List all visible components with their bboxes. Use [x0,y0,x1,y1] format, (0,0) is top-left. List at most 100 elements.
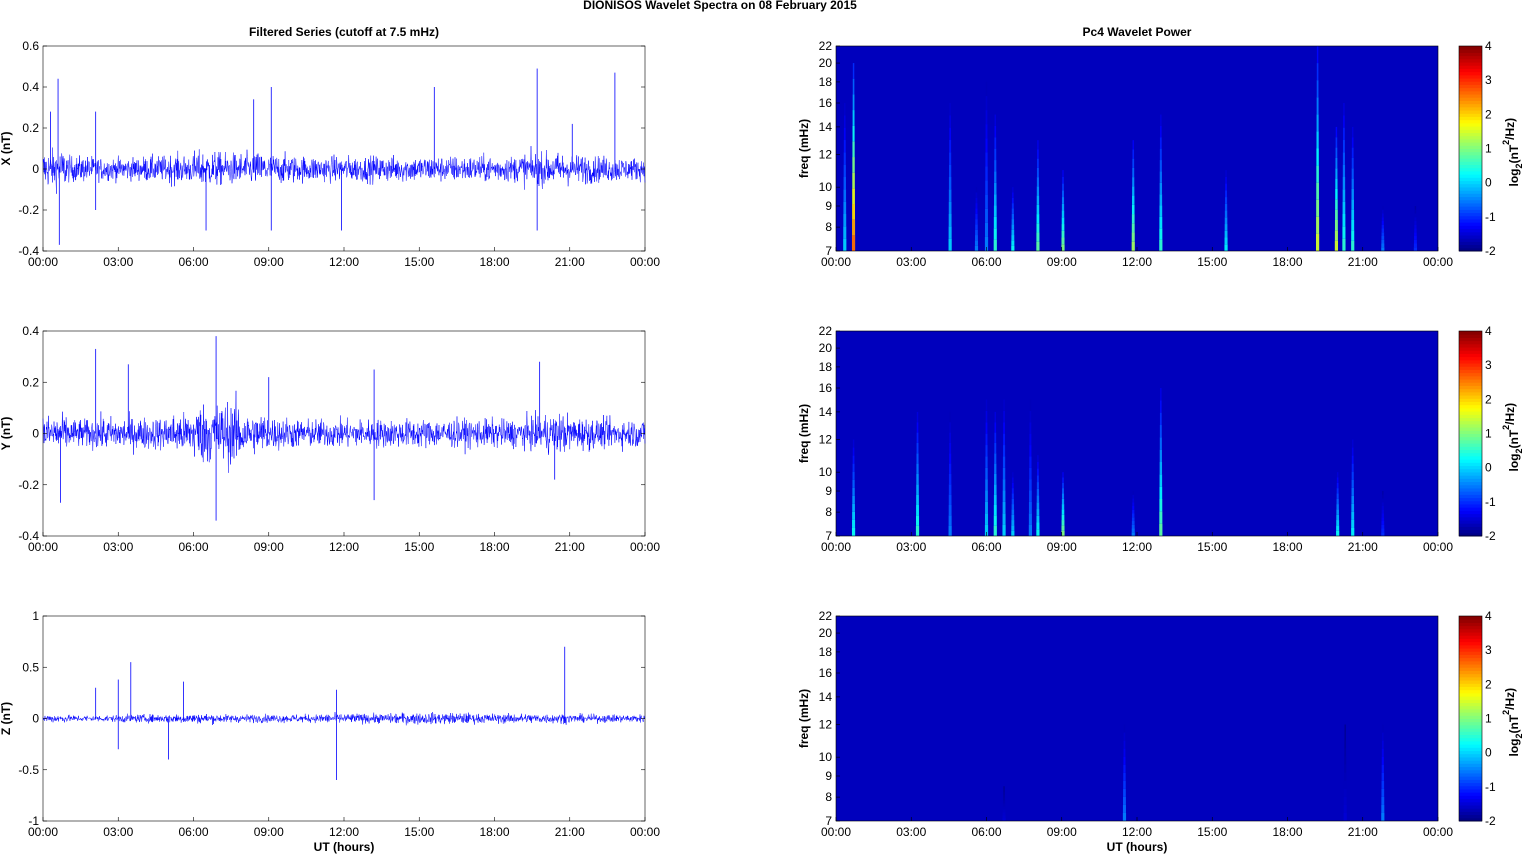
wavelet-power-streak [994,182,997,195]
wavelet-power-streak [1131,521,1135,525]
wavelet-power-streak [1351,487,1354,496]
wavelet-power-streak [916,442,919,454]
wavelet-power-streak [1351,219,1355,231]
wavelet-power-streak [1002,513,1006,525]
colorbar-swatch [1459,218,1482,223]
wavelet-power-streak [1037,158,1039,168]
wavelet-power-streak [1062,472,1064,478]
y-axis-label: Y (nT) [0,417,13,451]
wavelet-power-streak [985,166,988,181]
wavelet-power-streak [852,463,855,472]
wavelet-power-streak [1351,439,1354,448]
colorbar-swatch [1459,718,1482,723]
y-tick-label: 7 [825,814,832,828]
colorbar-swatch [1459,446,1482,451]
wavelet-power-streak [948,226,952,239]
wavelet-power-streak [1351,519,1355,528]
wavelet-power-streak [985,194,988,209]
wavelet-power-streak [1414,221,1417,225]
colorbar-swatch [1459,670,1482,675]
wavelet-power-streak [916,453,919,464]
wavelet-power-streak [843,164,846,178]
wavelet-power-streak [949,164,952,178]
wavelet-power-streak [1334,230,1338,241]
wavelet-power-streak [1123,732,1126,741]
wavelet-power-streak [1131,204,1135,215]
colorbar-swatch [1459,116,1482,121]
wavelet-power-streak [1351,240,1355,251]
colorbar-swatch [1459,619,1482,623]
wavelet-power-streak [994,463,997,474]
colorbar-swatch [1459,337,1482,342]
wavelet-power-streak [1036,214,1040,224]
wavelet-power-streak [843,201,847,215]
wavelet-power-streak [948,214,952,227]
x-tick-label: 21:00 [1348,255,1378,269]
colorbar-label-part: (nT [1507,144,1521,163]
wavelet-power-streak [852,471,855,480]
colorbar-swatch [1459,808,1482,812]
colorbar-swatch [1459,452,1482,457]
colorbar-swatch [1459,532,1482,537]
wavelet-power-streak [1122,812,1127,821]
x-tick-label: 21:00 [1348,825,1378,839]
wavelet-power-streak [1343,804,1347,813]
colorbar-swatch [1459,651,1482,655]
wavelet-power-streak [1123,740,1126,749]
x-tick-label: 12:00 [1122,540,1152,554]
colorbar-label-part: /Hz) [1503,118,1517,140]
wavelet-power-streak [1029,422,1032,434]
wavelet-power-streak [1160,388,1162,401]
colorbar-swatch [1459,481,1482,486]
wavelet-power-streak [843,238,847,251]
wavelet-power-streak [948,515,952,526]
wavelet-power-streak [1343,812,1347,821]
wavelet-power-streak [1011,514,1015,521]
colorbar-swatch [1459,510,1482,515]
y-tick-label: 10 [819,180,833,194]
colorbar-swatch [1459,382,1482,386]
colorbar-swatch [1459,721,1482,726]
colorbar-swatch [1459,635,1482,639]
wavelet-power-streak [852,78,855,95]
colorbar-swatch [1459,145,1482,149]
x-tick-label: 21:00 [1348,540,1378,554]
wavelet-power-streak [1011,240,1015,246]
colorbar-swatch [1459,494,1482,499]
wavelet-power-streak [1029,456,1032,468]
colorbar-swatch [1459,788,1482,793]
wavelet-power-streak [1351,527,1355,536]
colorbar-label-part: log [1507,739,1521,757]
wavelet-power-streak [1062,176,1064,184]
colorbar-tick-label: 4 [1485,39,1492,53]
wavelet-power-streak [1159,216,1163,229]
colorbar-swatch [1459,366,1482,370]
wavelet-power-streak [1351,168,1354,179]
colorbar-swatch [1459,340,1482,345]
wavelet-power-streak [993,504,997,516]
wavelet-power-streak [1002,812,1006,816]
colorbar-swatch [1459,660,1482,665]
colorbar-swatch [1459,785,1482,790]
wavelet-power-streak [1413,239,1417,244]
wavelet-power-streak [916,411,919,423]
x-tick-label: 00:00 [630,540,660,554]
colorbar-swatch [1459,625,1482,630]
wavelet-power-streak [1002,803,1006,807]
wavelet-power-streak [1343,796,1347,805]
wavelet-power-streak [1381,764,1384,773]
wavelet-power-streak [1029,445,1032,457]
colorbar-swatch [1459,427,1482,431]
wavelet-power-streak [1343,788,1347,797]
wavelet-power-streak [1036,502,1040,510]
wavelet-power-streak [1011,208,1014,214]
wavelet-power-streak [1062,190,1064,198]
wavelet-power-streak [1316,199,1320,217]
wavelet-power-streak [1316,131,1319,149]
wavelet-power-streak [985,490,988,502]
wavelet-power-streak [994,171,997,183]
colorbar-swatch [1459,478,1482,483]
colorbar-swatch [1459,122,1482,127]
x-tick-label: 00:00 [28,255,58,269]
